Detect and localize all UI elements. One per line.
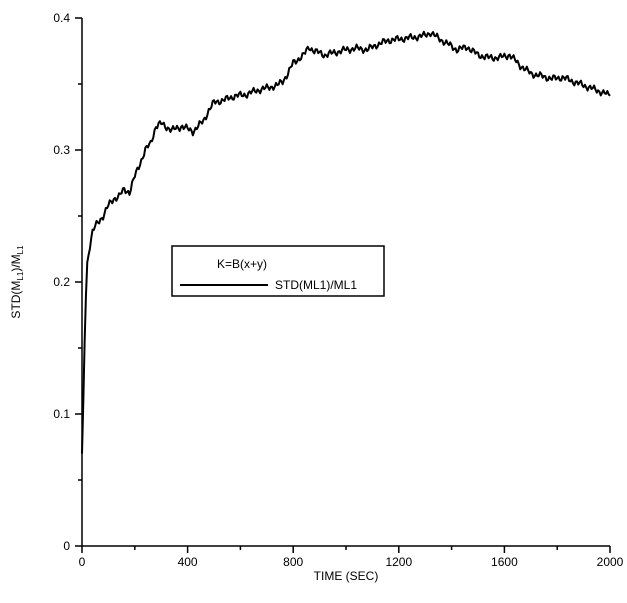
x-ticks: 0 400 800 1200 1600 2000: [79, 546, 624, 569]
series-line: [81, 30, 611, 454]
legend: K=B(x+y) STD(ML1)/ML1: [171, 245, 385, 297]
y-axis-title: STD(ML1)/ML1: [9, 245, 25, 319]
x-tick-label: 800: [283, 555, 303, 569]
legend-title: K=B(x+y): [217, 257, 267, 271]
y-tick-label: 0: [63, 539, 70, 553]
x-tick-label: 2000: [597, 555, 624, 569]
x-tick-label: 400: [178, 555, 198, 569]
y-axis-title-sub1: L1: [16, 271, 25, 280]
x-tick-label: 1600: [491, 555, 518, 569]
y-axis-title-prefix: STD(M: [9, 281, 23, 319]
y-axis-title-mid: )/M: [9, 254, 23, 271]
x-tick-label: 0: [79, 555, 86, 569]
y-ticks: 0 0.1 0.2 0.3 0.4: [53, 11, 82, 553]
x-axis-title: TIME (SEC): [314, 569, 379, 583]
y-tick-label: 0.3: [53, 143, 70, 157]
plot-area: 0 400 800 1200 1600 2000 0 0.1 0.2 0.3 0.4: [53, 11, 623, 569]
legend-box: [171, 245, 385, 297]
y-tick-label: 0.2: [53, 275, 70, 289]
x-tick-label: 1200: [385, 555, 412, 569]
y-tick-label: 0.1: [53, 407, 70, 421]
y-tick-label: 0.4: [53, 11, 70, 25]
y-axis-title-sub2: L1: [16, 245, 25, 254]
legend-entry-label: STD(ML1)/ML1: [275, 278, 357, 292]
